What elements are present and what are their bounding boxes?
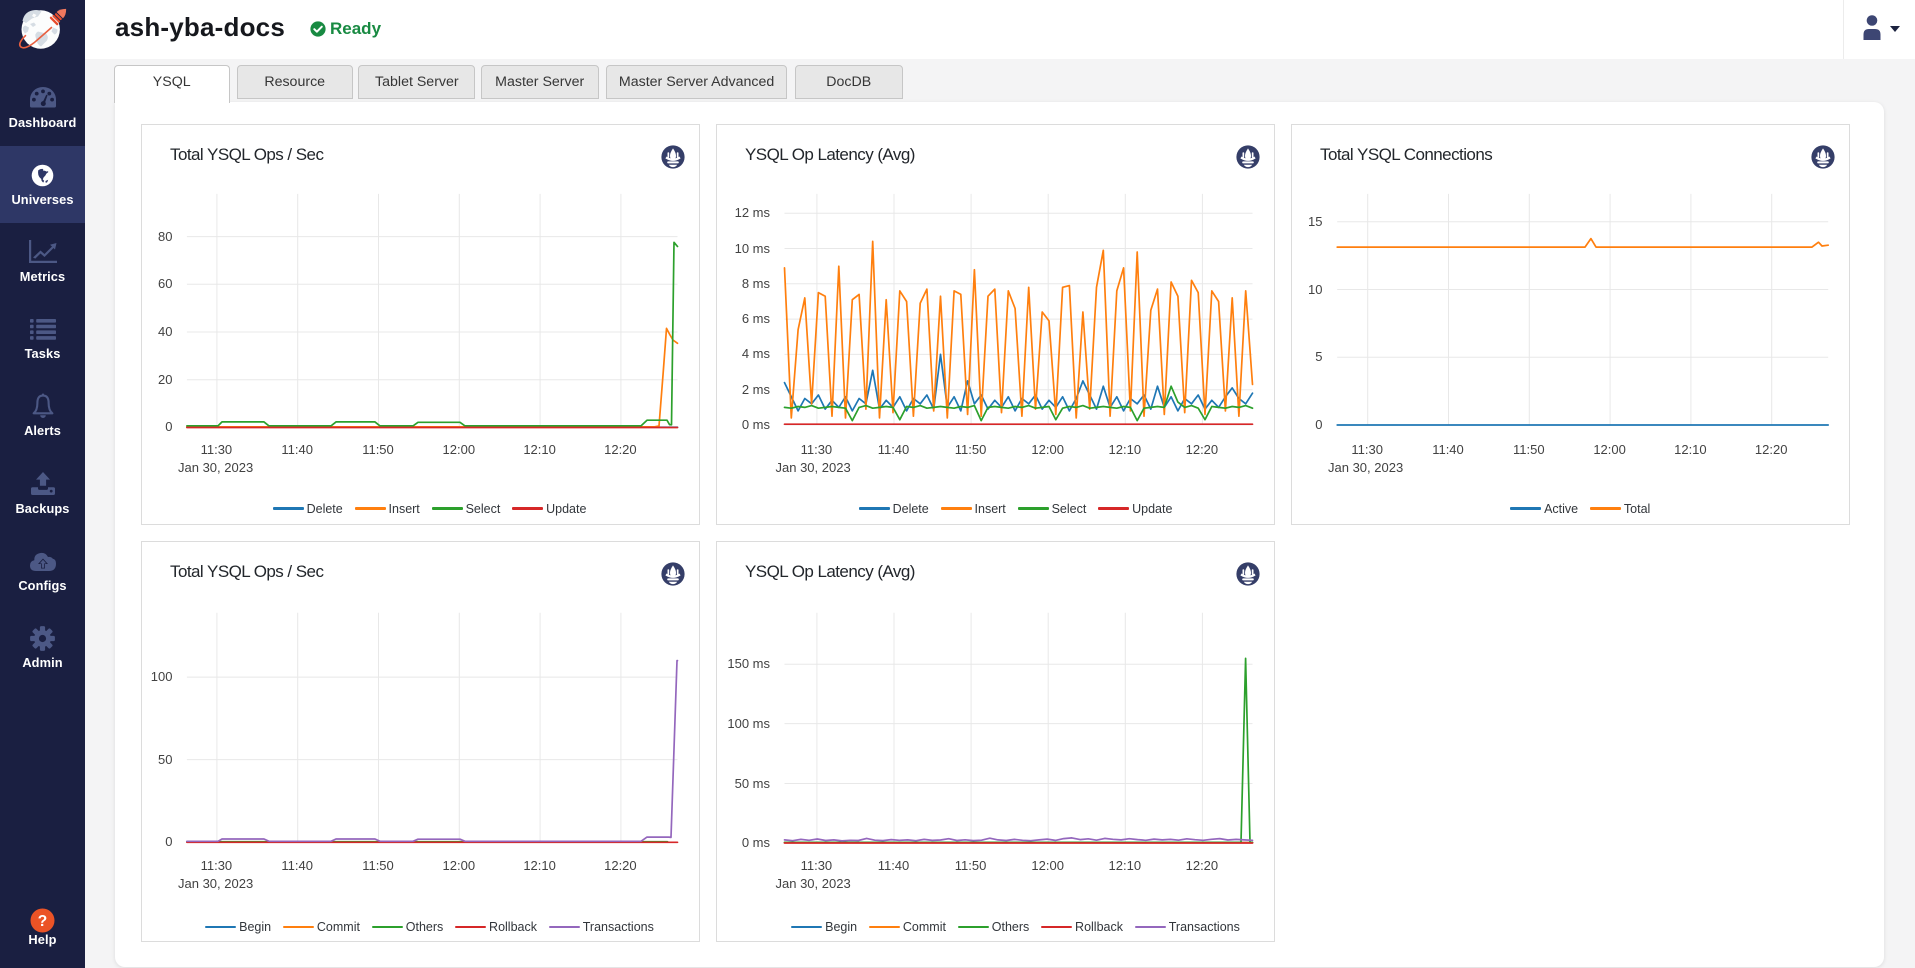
svg-text:?: ?	[38, 913, 47, 930]
